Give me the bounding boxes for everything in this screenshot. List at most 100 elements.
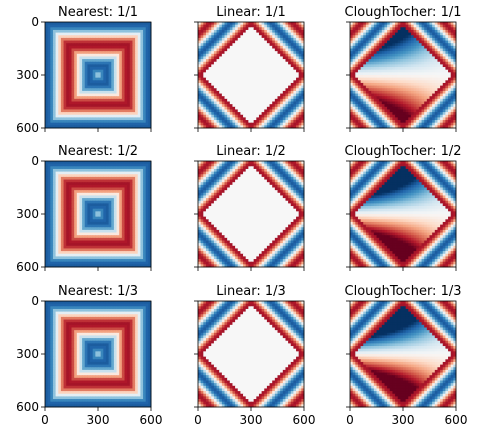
heatmap-cell [216,61,220,65]
heatmap-cell [135,61,139,65]
heatmap-cell [243,29,247,33]
heatmap-cell [208,67,212,71]
heatmap-cell [66,69,70,73]
heatmap-cell [397,90,401,94]
heatmap-cell [403,109,407,113]
heatmap-cell [384,67,388,71]
heatmap-cell [60,93,64,97]
heatmap-cell [90,29,94,33]
heatmap-cell [421,61,425,65]
heatmap-cell [84,112,88,116]
heatmap-cell [105,48,109,52]
heatmap-cell [251,109,255,113]
heatmap-cell [74,24,78,28]
heatmap-cell [68,51,72,55]
heatmap-cell [224,67,228,71]
heatmap-cell [140,93,144,97]
heatmap-cell [245,22,249,26]
heatmap-cell [63,37,67,41]
heatmap-cell [450,51,454,55]
heatmap-cell [113,72,117,76]
heatmap-cell [280,22,284,26]
heatmap-cell [216,48,220,52]
heatmap-cell [442,109,446,113]
heatmap-cell [266,48,270,52]
heatmap-cell [350,114,354,118]
heatmap-cell [442,51,446,55]
heatmap-cell [55,85,59,89]
heatmap-cell [298,104,302,108]
heatmap-cell [211,114,215,118]
heatmap-cell [352,27,356,31]
heatmap-cell [251,98,255,102]
heatmap-cell [437,22,441,26]
heatmap-cell [410,101,414,105]
heatmap-cell [213,53,217,57]
heatmap-cell [229,43,233,47]
heatmap-cell [416,51,420,55]
heatmap-cell [221,61,225,65]
heatmap-cell [261,40,265,44]
heatmap-cell [82,168,86,172]
heatmap-cell [95,75,99,79]
heatmap-cell [448,64,452,68]
heatmap-cell [410,125,414,129]
heatmap-cell [84,56,88,60]
heatmap-cell [108,32,112,36]
heatmap-cell [52,171,56,175]
heatmap-cell [293,117,297,121]
heatmap-cell [50,48,54,52]
heatmap-cell [432,114,436,118]
heatmap-cell [368,98,372,102]
heatmap-cell [92,40,96,44]
heatmap-cell [198,98,202,102]
heatmap-cell [135,27,139,31]
heatmap-cell [421,101,425,105]
heatmap-cell [256,51,260,55]
heatmap-cell [387,85,391,89]
heatmap-cell [248,88,252,92]
heatmap-cell [50,72,54,76]
heatmap-cell [264,75,268,79]
heatmap-cell [251,48,255,52]
heatmap-cell [373,53,377,57]
heatmap-cell [381,51,385,55]
heatmap-cell [421,69,425,73]
heatmap-cell [389,77,393,81]
heatmap-cell [76,109,80,113]
heatmap-cell [376,112,380,116]
heatmap-cell [113,82,117,86]
heatmap-cell [224,53,228,57]
heatmap-cell [245,64,249,68]
heatmap-cell [384,106,388,110]
heatmap-cell [79,88,83,92]
heatmap-cell [66,51,70,55]
heatmap-cell [203,32,207,36]
heatmap-cell [350,117,354,121]
heatmap-cell [288,59,292,63]
heatmap-cell [237,61,241,65]
heatmap-cell [410,64,414,68]
heatmap-cell [45,51,49,55]
heatmap-cell [251,27,255,31]
heatmap-cell [365,72,369,76]
heatmap-cell [124,104,128,108]
heatmap-cell [47,64,51,68]
heatmap-cell [47,120,51,124]
heatmap-cell [129,122,133,126]
heatmap-cell [52,77,56,81]
heatmap-cell [121,69,125,73]
heatmap-cell [418,51,422,55]
heatmap-cell [60,37,64,41]
heatmap-cell [453,27,457,31]
heatmap-cell [280,64,284,68]
heatmap-cell [357,72,361,76]
heatmap-cell [258,59,262,63]
heatmap-cell [389,109,393,113]
heatmap-cell [288,56,292,60]
heatmap-cell [119,32,123,36]
heatmap-cell [137,40,141,44]
heatmap-cell [71,122,75,126]
heatmap-cell [76,56,80,60]
heatmap-cell [113,168,117,172]
